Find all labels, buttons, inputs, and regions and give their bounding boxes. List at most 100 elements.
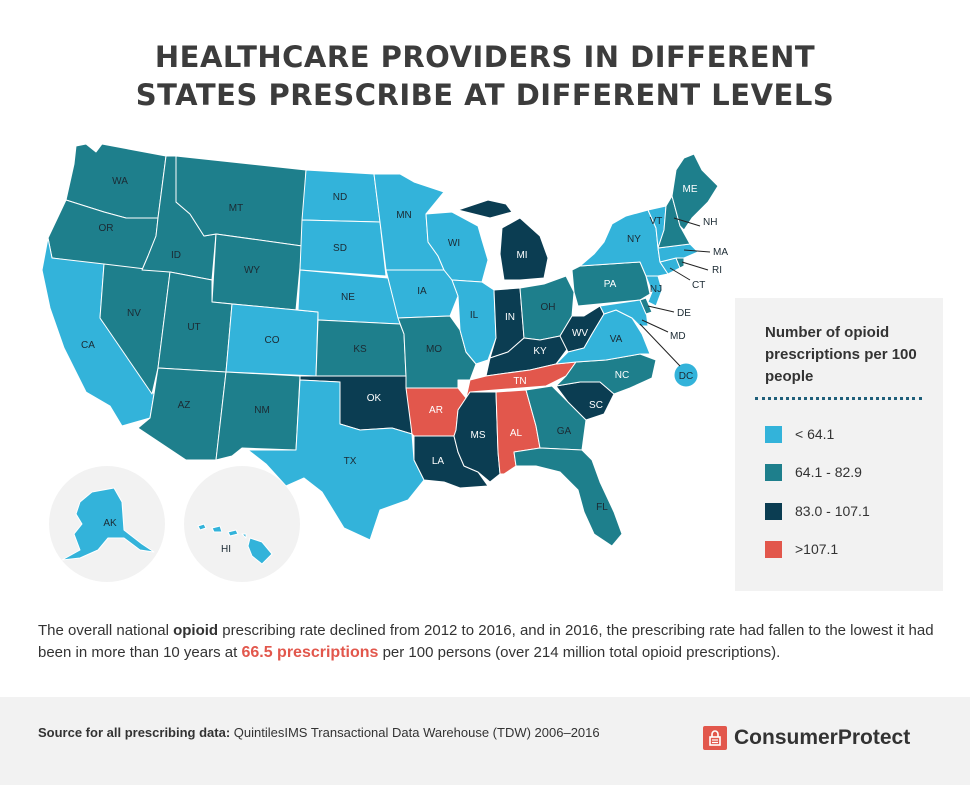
state-dc[interactable]: DC: [673, 362, 699, 388]
svg-text:NV: NV: [127, 308, 141, 319]
source-label: Source for all prescribing data:: [38, 725, 231, 740]
state-ia[interactable]: IA: [385, 269, 459, 319]
svg-text:AZ: AZ: [178, 400, 191, 411]
label-ri: RI: [712, 265, 722, 276]
svg-text:AL: AL: [510, 428, 523, 439]
label-de: DE: [677, 308, 691, 319]
svg-text:MN: MN: [396, 210, 412, 221]
state-hi[interactable]: HI: [197, 523, 273, 565]
state-me[interactable]: ME: [671, 153, 719, 231]
legend-label: >107.1: [795, 541, 839, 557]
state-ks[interactable]: KS: [315, 319, 407, 377]
footer: Source for all prescribing data: Quintil…: [0, 697, 970, 785]
title-line-2: STATES PRESCRIBE AT DIFFERENT LEVELS: [135, 78, 835, 112]
svg-text:ID: ID: [171, 250, 181, 261]
state-nm[interactable]: NM: [215, 371, 301, 461]
label-ct: CT: [692, 280, 705, 291]
svg-text:NM: NM: [254, 405, 270, 416]
state-pa[interactable]: PA: [571, 261, 651, 307]
svg-text:NE: NE: [341, 292, 355, 303]
state-mo[interactable]: MO: [397, 315, 477, 389]
desc-part1: The overall national: [38, 622, 174, 639]
state-tx[interactable]: TX: [247, 379, 425, 541]
svg-text:OK: OK: [367, 393, 382, 404]
svg-text:UT: UT: [187, 322, 200, 333]
label-ma: MA: [713, 247, 728, 258]
state-il[interactable]: IL: [451, 279, 497, 365]
svg-text:ND: ND: [333, 192, 347, 203]
label-nh: NH: [703, 217, 717, 228]
state-fl[interactable]: FL: [513, 447, 623, 547]
svg-text:NY: NY: [627, 234, 641, 245]
callout-lines: [639, 217, 711, 367]
svg-text:MS: MS: [471, 430, 486, 441]
svg-text:CO: CO: [265, 335, 280, 346]
svg-text:PA: PA: [604, 279, 617, 290]
svg-text:HI: HI: [221, 544, 231, 555]
svg-text:SD: SD: [333, 243, 347, 254]
state-mi[interactable]: MI: [457, 199, 549, 281]
svg-text:OR: OR: [99, 223, 114, 234]
callout-labels: NH MA RI CT DE MD: [670, 217, 728, 342]
svg-text:GA: GA: [557, 426, 572, 437]
legend-title: Number of opioid prescriptions per 100 p…: [765, 324, 917, 385]
source-note: Source for all prescribing data: Quintil…: [38, 725, 600, 740]
svg-text:AK: AK: [103, 518, 117, 529]
svg-text:SC: SC: [589, 400, 603, 411]
legend-swatch: [765, 541, 782, 558]
svg-text:NJ: NJ: [650, 284, 662, 295]
legend-label: 64.1 - 82.9: [795, 464, 862, 480]
desc-bold: opioid: [173, 622, 219, 639]
us-map: WA OR CA NV ID MT WY UT AZ CO NM: [41, 143, 728, 582]
legend-divider: [755, 397, 922, 400]
svg-text:IN: IN: [505, 312, 515, 323]
svg-text:MT: MT: [229, 203, 243, 214]
svg-text:VT: VT: [650, 216, 663, 227]
legend-swatch: [765, 464, 782, 481]
hawaii-inset: [184, 466, 300, 582]
legend-label: < 64.1: [795, 426, 835, 442]
svg-text:FL: FL: [596, 502, 608, 513]
legend: Number of opioid prescriptions per 100 p…: [735, 298, 943, 591]
svg-text:MI: MI: [516, 250, 527, 261]
state-ak[interactable]: AK: [61, 487, 155, 561]
state-sd[interactable]: SD: [299, 219, 387, 277]
svg-text:VA: VA: [610, 334, 623, 345]
state-wy[interactable]: WY: [211, 233, 303, 311]
lock-icon: [703, 726, 727, 750]
label-md: MD: [670, 331, 686, 342]
svg-text:LA: LA: [432, 456, 445, 467]
svg-text:AR: AR: [429, 405, 443, 416]
svg-text:IL: IL: [470, 310, 479, 321]
page-title: HEALTHCARE PROVIDERS IN DIFFERENT STATES…: [0, 38, 970, 114]
legend-swatch: [765, 426, 782, 443]
description: The overall national opioid prescribing …: [38, 620, 938, 663]
state-co[interactable]: CO: [225, 303, 319, 377]
desc-part2: prescribing rate declined from 2012 to 2…: [38, 622, 934, 661]
svg-text:MO: MO: [426, 344, 442, 355]
svg-text:WI: WI: [448, 238, 460, 249]
svg-text:ME: ME: [683, 184, 698, 195]
desc-highlight: 66.5 prescriptions: [241, 643, 379, 661]
svg-text:DC: DC: [679, 371, 693, 382]
legend-swatch: [765, 503, 782, 520]
state-nj[interactable]: NJ: [645, 275, 663, 307]
state-nd[interactable]: ND: [301, 169, 381, 223]
svg-text:TN: TN: [513, 376, 526, 387]
svg-text:OH: OH: [541, 302, 556, 313]
svg-text:KS: KS: [353, 344, 367, 355]
desc-part3: per 100 persons (over 214 million total …: [378, 643, 781, 661]
state-de[interactable]: [639, 297, 653, 315]
state-ga[interactable]: GA: [525, 385, 587, 451]
title-line-1: HEALTHCARE PROVIDERS IN DIFFERENT: [154, 40, 816, 74]
svg-text:IA: IA: [417, 286, 427, 297]
svg-text:WY: WY: [244, 265, 260, 276]
legend-label: 83.0 - 107.1: [795, 503, 870, 519]
source-text: QuintilesIMS Transactional Data Warehous…: [230, 725, 600, 740]
svg-text:CA: CA: [81, 340, 95, 351]
svg-text:KY: KY: [533, 346, 547, 357]
brand-name: ConsumerProtect: [734, 726, 911, 749]
svg-text:NC: NC: [615, 370, 629, 381]
svg-text:WA: WA: [112, 176, 128, 187]
svg-text:WV: WV: [572, 328, 588, 339]
